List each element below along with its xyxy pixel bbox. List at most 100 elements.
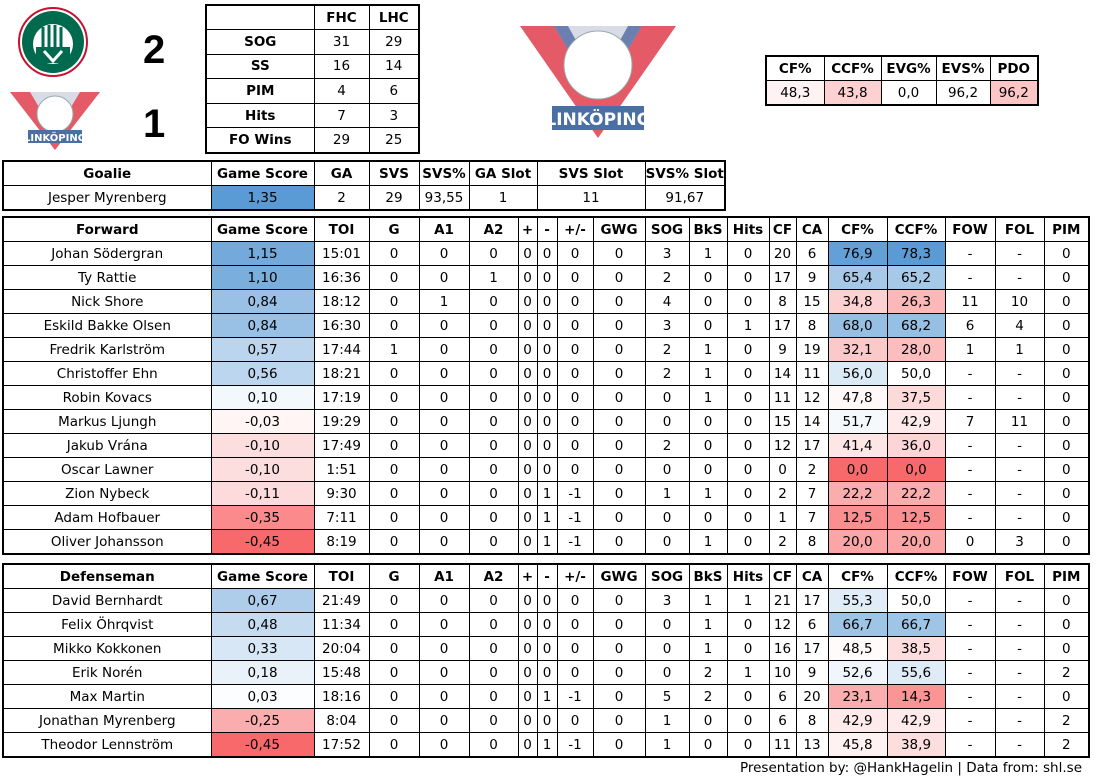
stat-cell: 2 (644, 361, 690, 386)
stat-cell: 0 (536, 660, 558, 685)
stat-cell: 0 (726, 636, 770, 661)
column-header: CCF% (886, 563, 946, 589)
table-row: Mikko Kokkonen 0,33 20:04 0 0 0 0 0 0 0 0 1 0 16 17 48,… (2, 636, 1090, 661)
stat-cell: 14 (768, 361, 797, 386)
stat-cell: 0 (592, 265, 646, 290)
stat-cell: 20 (768, 241, 797, 266)
stat-cell: 0 (418, 409, 470, 434)
stat-cell: - (944, 612, 996, 637)
stat-cell: 6 (795, 612, 829, 637)
stat-cell: 0 (556, 588, 594, 613)
stat-cell: 16:36 (313, 265, 370, 290)
stat-cell: 0,10 (210, 385, 315, 410)
stat-cell: 0,84 (210, 313, 315, 338)
stat-cell: 0 (368, 636, 420, 661)
stat-cell: 18:16 (313, 684, 370, 709)
stat-cell: 42,9 (886, 708, 946, 733)
stat-cell: 0 (592, 337, 646, 362)
stat-cell: 0,0 (886, 457, 946, 482)
stat-cell: 0 (368, 409, 420, 434)
stat-cell: 68,0 (827, 313, 888, 338)
stat-cell: 0 (1043, 481, 1090, 506)
stat-cell: 0 (726, 457, 770, 482)
stat-cell: 0 (368, 732, 420, 758)
stat-cell: 2 (768, 529, 797, 555)
stat-cell: 0 (517, 732, 538, 758)
stat-cell: 0 (468, 361, 519, 386)
stat-cell: 0 (418, 708, 470, 733)
player-name: Theodor Lennström (2, 732, 212, 758)
stat-cell: 1 (644, 708, 690, 733)
header-row: Forward Game Score TOI G A1 A2 + - +/- GWG SOG BkS H… (2, 216, 1090, 242)
stat-cell: 0 (1043, 337, 1090, 362)
column-header: A2 (468, 563, 519, 589)
stat-cell: - (994, 265, 1045, 290)
stat-cell: 14,3 (886, 684, 946, 709)
stat-cell: 17 (768, 313, 797, 338)
stat-cell: 0 (418, 684, 470, 709)
column-header: - (536, 563, 558, 589)
header-row: Goalie Game Score GA SVS SVS% GA Slot SVS Slot… (2, 160, 726, 186)
table-row: Jakub Vrána -0,10 17:49 0 0 0 0 0 0 0 2 0 0 12 17 41,4 3… (2, 433, 1090, 458)
stat-cell: 0 (556, 636, 594, 661)
stat-cell: 1 (726, 588, 770, 613)
stat-cell: 6 (368, 78, 420, 104)
column-header: CF (768, 216, 797, 242)
column-header: FHC (313, 4, 370, 31)
stat-cell: 0 (517, 612, 538, 637)
stat-cell: 0 (556, 337, 594, 362)
stat-cell: 0,57 (210, 337, 315, 362)
stat-cell: 26,3 (886, 289, 946, 314)
stat-cell: 1 (368, 337, 420, 362)
column-header (205, 4, 315, 31)
stat-cell: 0 (468, 433, 519, 458)
stat-cell: 1 (768, 505, 797, 530)
stat-cell: 0 (556, 313, 594, 338)
stat-cell: -0,11 (210, 481, 315, 506)
stat-cell: 0 (644, 636, 690, 661)
stat-cell: 0 (1043, 409, 1090, 434)
stat-cell: 2 (795, 457, 829, 482)
stat-cell: 31 (313, 29, 370, 55)
stat-cell: 0 (592, 732, 646, 758)
stat-cell: 50,0 (886, 588, 946, 613)
stat-cell: 1 (688, 588, 728, 613)
column-header: Defenseman (2, 563, 212, 589)
column-header: BkS (688, 216, 728, 242)
stat-cell: 0 (1043, 361, 1090, 386)
column-header: BkS (688, 563, 728, 589)
table-row: David Bernhardt 0,67 21:49 0 0 0 0 0 0 0 3 1 1 21 17 55… (2, 588, 1090, 613)
stat-cell: 11 (768, 732, 797, 758)
stat-cell: 0 (592, 409, 646, 434)
stat-cell: 0 (556, 433, 594, 458)
stat-cell: - (944, 481, 996, 506)
stat-cell: 0 (368, 588, 420, 613)
stat-cell: 0 (726, 708, 770, 733)
stat-cell: 11 (795, 361, 829, 386)
stat-cell: 18:12 (313, 289, 370, 314)
player-name: Robin Kovacs (2, 385, 212, 410)
stat-cell: 0 (536, 385, 558, 410)
player-name: Christoffer Ehn (2, 361, 212, 386)
stat-cell: 0,48 (210, 612, 315, 637)
stat-cell: 10 (768, 660, 797, 685)
column-header: TOI (313, 216, 370, 242)
stat-cell: 1 (644, 732, 690, 758)
stat-cell: 1 (726, 660, 770, 685)
stat-cell: 0 (1043, 505, 1090, 530)
stat-cell: 0 (418, 481, 470, 506)
stat-cell: 0 (536, 433, 558, 458)
stat-cell: 0 (726, 337, 770, 362)
stat-cell: 0 (536, 241, 558, 266)
stat-cell: - (944, 457, 996, 482)
column-header: Game Score (210, 216, 315, 242)
table-row: Fredrik Karlström 0,57 17:44 1 0 0 0 0 0 0 2 1 0 9 19 3… (2, 337, 1090, 362)
stat-cell: 7:11 (313, 505, 370, 530)
stat-cell: 20,0 (827, 529, 888, 555)
stat-cell: 1 (688, 636, 728, 661)
stat-cell: 0 (418, 433, 470, 458)
stat-cell: -1 (556, 481, 594, 506)
stat-cell: 12,5 (827, 505, 888, 530)
stat-cell: 91,67 (644, 185, 726, 211)
stat-cell: 0 (418, 660, 470, 685)
